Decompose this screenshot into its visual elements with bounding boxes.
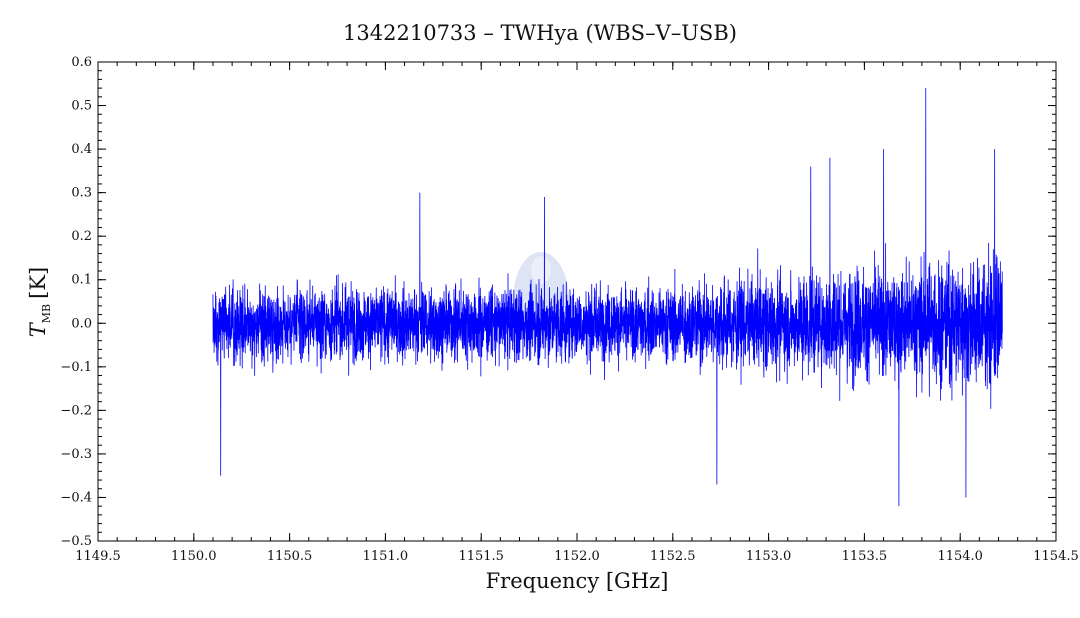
y-axis-unit: [K] bbox=[26, 267, 50, 299]
x-tick-label: 1150.5 bbox=[267, 549, 313, 564]
spectrum-series-line bbox=[212, 88, 1003, 507]
y-tick-label: 0.5 bbox=[71, 99, 92, 114]
y-tick-label: −0.2 bbox=[60, 403, 92, 418]
y-tick-label: 0.4 bbox=[71, 142, 92, 157]
x-tick-label: 1153.5 bbox=[842, 549, 888, 564]
x-axis-label: Frequency [GHz] bbox=[486, 569, 669, 593]
x-tick-label: 1151.0 bbox=[363, 549, 409, 564]
x-tick-label: 1154.0 bbox=[937, 549, 983, 564]
chart-title: 1342210733 – TWHya (WBS–V–USB) bbox=[343, 21, 737, 45]
x-tick-label: 1152.5 bbox=[650, 549, 696, 564]
y-tick-label: −0.1 bbox=[60, 360, 92, 375]
y-tick-label: 0.0 bbox=[71, 316, 92, 331]
y-tick-label: 0.2 bbox=[71, 229, 92, 244]
x-tick-label: 1153.0 bbox=[746, 549, 792, 564]
x-tick-label: 1149.5 bbox=[75, 549, 121, 564]
y-axis: −0.5 −0.4 −0.3 −0.2 −0.1 0.0 0.1 0.2 0.3 0.4 0.5 0.… bbox=[60, 55, 1056, 549]
x-tick-label: 1150.0 bbox=[171, 549, 217, 564]
x-tick-label: 1151.5 bbox=[458, 549, 504, 564]
y-tick-label: −0.3 bbox=[60, 447, 92, 462]
y-axis-symbol: T bbox=[26, 321, 50, 337]
y-tick-label: −0.5 bbox=[60, 534, 92, 549]
y-tick-label: 0.1 bbox=[71, 273, 92, 288]
x-axis: 1149.5 1150.0 1150.5 1151.0 1151.5 1152.0 1152… bbox=[75, 62, 1079, 564]
x-tick-label: 1154.5 bbox=[1033, 549, 1079, 564]
y-tick-label: 0.6 bbox=[71, 55, 92, 70]
y-tick-label: −0.4 bbox=[60, 490, 92, 505]
y-axis-subscript: MB bbox=[40, 304, 53, 323]
y-tick-label: 0.3 bbox=[71, 186, 92, 201]
y-axis-label: TMB [K] bbox=[26, 267, 53, 337]
x-tick-label: 1152.0 bbox=[554, 549, 600, 564]
